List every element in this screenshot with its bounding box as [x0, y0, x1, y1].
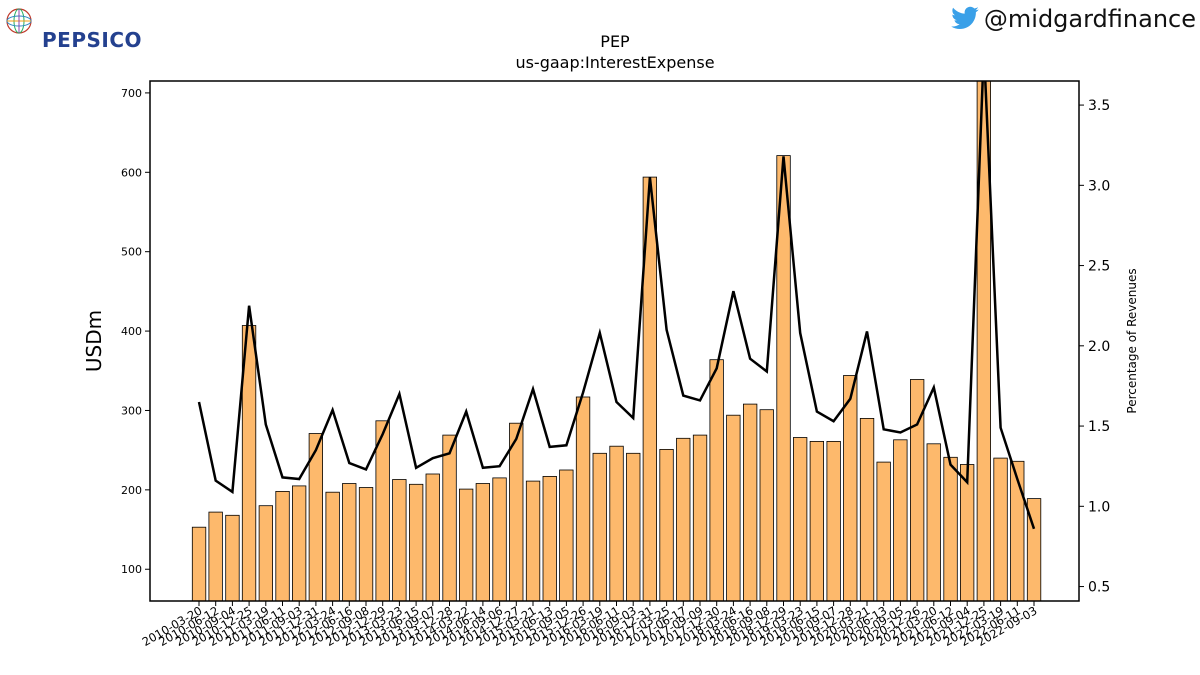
y2-axis-label: Percentage of Revenues [1125, 268, 1139, 413]
bar-2016-03-19 [592, 452, 607, 601]
y-axis-ticks: 100 200 300 400 500 600 700 [121, 87, 150, 576]
bar-2013-03-23 [392, 479, 407, 601]
y-tick-label: 500 [121, 246, 142, 259]
chart-subtitle: us-gaap:InterestExpense [515, 53, 714, 72]
y2-tick-label: 3.0 [1088, 178, 1110, 194]
bar-2015-12-26 [575, 396, 591, 601]
bar-2019-12-28 [843, 375, 858, 601]
x-axis-ticks: 2010-03-202010-06-122010-09-042010-12-25… [140, 601, 1040, 649]
revenue-percentage-line [197, 81, 1036, 530]
bar-2014-09-06 [492, 477, 507, 601]
y2-tick-label: 1.5 [1088, 419, 1110, 435]
y-axis-label: USDm [82, 310, 106, 372]
bar-2020-03-21 [859, 417, 875, 601]
bar-2020-09-05 [893, 439, 908, 601]
y-tick-label: 300 [121, 404, 142, 417]
bar-2015-06-13 [542, 475, 557, 601]
y-tick-label: 700 [121, 87, 142, 100]
bar-2021-03-20 [926, 443, 941, 601]
line-series [197, 81, 1036, 530]
bar-2018-03-24 [726, 414, 741, 601]
brand-name: PEPSICO [42, 28, 143, 52]
bar-2017-09-09 [692, 434, 708, 601]
bar-2018-06-16 [743, 403, 758, 601]
bar-2016-12-31 [642, 176, 657, 601]
bar-2020-12-26 [910, 379, 925, 601]
bar-2013-09-07 [425, 473, 440, 601]
bar-2013-12-28 [442, 434, 457, 601]
bar-2018-12-29 [776, 155, 791, 601]
y2-axis-ticks: 0.5 1.0 1.5 2.0 2.5 3.0 3.5 [1079, 98, 1110, 596]
globe-icon [6, 8, 32, 34]
bar-2021-12-25 [976, 81, 991, 601]
bar-2014-03-22 [458, 488, 474, 601]
bar-2017-03-25 [659, 448, 674, 601]
bar-2011-12-31 [308, 433, 324, 601]
bar-2017-12-30 [709, 359, 724, 601]
bar-2012-03-24 [325, 491, 340, 601]
bar-2013-06-15 [408, 483, 424, 601]
y2-tick-label: 2.5 [1088, 259, 1110, 275]
bar-2011-09-03 [291, 485, 307, 601]
bar-2012-09-08 [358, 487, 374, 601]
bar-2014-06-14 [475, 483, 491, 601]
bar-2014-12-27 [509, 422, 524, 601]
bar-2010-06-12 [208, 511, 223, 601]
twitter-bird-icon [951, 6, 979, 29]
bar-2015-03-21 [525, 480, 541, 601]
bar-series [191, 81, 1042, 601]
bar-2022-03-19 [993, 457, 1008, 601]
bar-2011-03-19 [258, 505, 274, 601]
y2-tick-label: 2.0 [1088, 339, 1110, 355]
brand-logo: PEPSICO [4, 6, 164, 52]
y2-tick-label: 3.5 [1088, 98, 1110, 114]
bar-2010-09-04 [225, 514, 240, 601]
bar-2021-09-04 [960, 464, 975, 601]
y-tick-label: 200 [121, 484, 142, 497]
y2-tick-label: 0.5 [1088, 580, 1110, 596]
y-tick-label: 400 [121, 325, 142, 338]
bar-2012-12-29 [375, 420, 390, 601]
plot-frame [149, 80, 1080, 602]
bar-2020-06-13 [876, 461, 891, 601]
bar-2017-06-17 [676, 437, 691, 601]
bar-2012-06-16 [342, 483, 357, 601]
bar-2011-06-11 [275, 490, 290, 601]
bar-2016-06-11 [609, 445, 624, 601]
y-tick-label: 100 [121, 563, 142, 576]
bar-2010-12-25 [241, 325, 257, 601]
y2-tick-label: 1.0 [1088, 499, 1110, 515]
bar-2010-03-20 [191, 526, 207, 601]
social-handle-block: @midgardfinance [950, 2, 1196, 36]
bar-2016-09-03 [626, 452, 641, 601]
bar-2021-06-12 [943, 456, 958, 601]
bar-2019-09-07 [826, 440, 841, 601]
bar-2022-09-03 [1026, 498, 1042, 601]
bar-2019-03-23 [793, 437, 808, 601]
bar-2018-09-08 [759, 409, 774, 601]
chart-title: PEP [600, 32, 630, 51]
y-tick-label: 600 [121, 166, 142, 179]
bar-2019-06-15 [809, 440, 824, 601]
bar-2015-09-05 [559, 469, 574, 601]
twitter-handle: @midgardfinance [983, 5, 1196, 33]
